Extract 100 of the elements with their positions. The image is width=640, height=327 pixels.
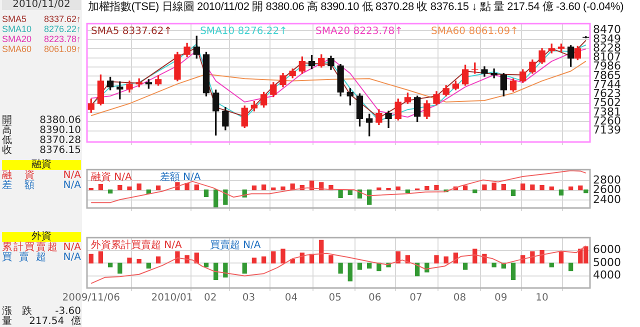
bar	[510, 189, 516, 196]
bar	[261, 256, 266, 264]
text: 融資 N/A	[2, 170, 81, 181]
text: SMA10 8276.22↑	[2, 24, 81, 34]
bar	[223, 189, 228, 205]
bar	[136, 184, 142, 190]
bar	[462, 186, 468, 190]
text: 差額 N/A	[2, 180, 81, 191]
bar	[482, 184, 487, 190]
bar	[108, 262, 113, 268]
series-label: SMA10 8276.22↑	[200, 26, 288, 38]
bar	[214, 189, 218, 208]
bar	[376, 262, 382, 272]
text: 量 217.54億	[2, 316, 81, 327]
x-tick-label: 08	[453, 292, 466, 304]
bar	[492, 262, 496, 268]
annotation: 融資 N/A	[91, 171, 132, 184]
bar	[204, 189, 209, 198]
text: 外資	[2, 231, 81, 242]
bar	[194, 184, 199, 190]
annotation: 差額 N/A	[160, 171, 201, 184]
bar	[558, 189, 564, 196]
y-tick-label: 7139	[593, 124, 621, 137]
x-tick-label: 2010/01	[151, 292, 193, 304]
y-tick-label: 4000	[593, 268, 621, 282]
bar	[376, 187, 382, 190]
bar	[540, 250, 544, 264]
bar	[280, 186, 286, 190]
bar	[434, 185, 439, 190]
bar	[549, 262, 554, 268]
text: SMA60 8061.09↑	[2, 44, 81, 54]
bar	[462, 262, 468, 270]
annotation: 外資累計買賣超 N/A	[91, 239, 182, 252]
bar	[444, 256, 448, 264]
candlestick	[490, 68, 498, 78]
bar	[386, 188, 391, 190]
bar	[338, 262, 343, 274]
bar	[328, 255, 334, 264]
bar	[242, 262, 247, 274]
text: 低 8370.28	[2, 135, 81, 146]
bar	[568, 262, 574, 272]
y-tick-label: 2400	[593, 192, 621, 206]
bar	[405, 189, 410, 194]
bar	[156, 256, 161, 264]
bar	[261, 184, 266, 190]
bar	[348, 262, 352, 282]
bar	[108, 189, 113, 194]
bar	[520, 184, 526, 190]
bar	[118, 185, 122, 190]
bar	[252, 186, 257, 190]
bar	[492, 182, 496, 190]
text: 融資	[2, 159, 81, 170]
bar	[338, 189, 343, 198]
bar	[319, 240, 324, 264]
bar	[367, 262, 372, 269]
bar	[98, 184, 104, 190]
chart-title: 加權指數(TSE) 日線圖 2010/11/02 開 8380.06 高 8390.10 低 8370.28 收 8376.15 ↓ 點 量 217.54 億 -3.60 (-0.04%)	[88, 0, 624, 14]
text: 漲跌 -3.60	[2, 306, 81, 317]
bar	[88, 254, 94, 264]
bar	[540, 185, 544, 190]
bar	[127, 258, 132, 264]
bar	[472, 189, 478, 194]
x-tick-label: 10	[536, 292, 548, 304]
y-tick-label: 6000	[593, 243, 621, 256]
bar	[98, 251, 104, 264]
bar	[530, 251, 535, 264]
text: 買賣超 N/A	[2, 252, 81, 263]
bar	[184, 183, 190, 190]
bar	[424, 186, 430, 190]
text: 開 8380.06	[2, 115, 81, 126]
bar	[136, 258, 142, 264]
bar	[271, 251, 276, 264]
x-tick-label: 05	[328, 292, 342, 304]
text: 高 8390.10	[2, 125, 81, 136]
bar	[558, 251, 564, 264]
text: SMA5 8337.62↑	[91, 26, 172, 38]
bar	[194, 252, 199, 264]
text: SMA60 8061.09↑	[430, 26, 518, 38]
bar	[367, 189, 372, 205]
x-tick-label: 09	[494, 292, 508, 304]
bar	[118, 262, 122, 274]
bar	[127, 186, 132, 190]
bar	[271, 187, 276, 190]
bar	[501, 184, 506, 190]
bar	[146, 262, 152, 269]
bar	[223, 262, 228, 278]
bar	[88, 188, 94, 190]
bar	[175, 251, 180, 264]
x-tick-label: 02	[204, 292, 217, 304]
bar	[584, 189, 588, 194]
x-tick-label: 03	[242, 292, 256, 304]
x-tick-label: 06	[368, 292, 382, 304]
bar	[434, 255, 439, 264]
bar	[530, 184, 535, 190]
x-tick-label: 2009/11/06	[62, 292, 120, 304]
x-tick-label: 04	[284, 292, 298, 304]
bar	[568, 186, 574, 190]
y-tick-label: 5000	[593, 256, 621, 269]
text: SMA5 8337.62↑	[2, 14, 81, 24]
bar	[252, 258, 257, 264]
